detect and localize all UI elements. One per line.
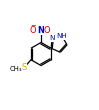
Text: −: −: [30, 23, 35, 29]
Text: N: N: [50, 35, 55, 41]
Text: NH: NH: [57, 33, 67, 39]
Text: S: S: [21, 63, 27, 72]
Text: O: O: [44, 26, 51, 35]
Text: N: N: [38, 26, 45, 35]
Text: O: O: [30, 26, 37, 35]
Text: CH₃: CH₃: [9, 66, 22, 72]
